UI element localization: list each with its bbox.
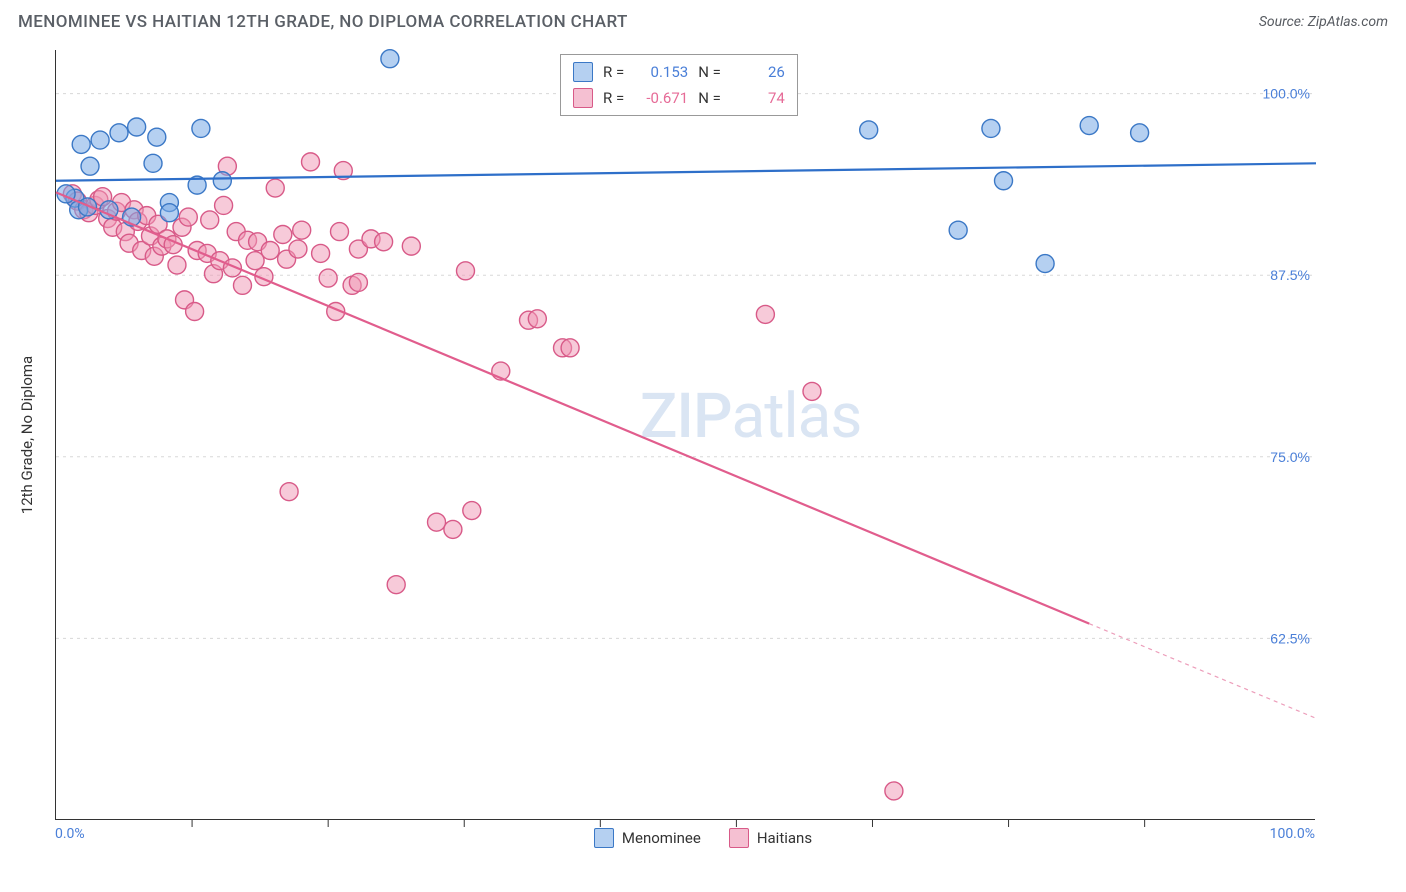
swatch-icon [573,88,593,108]
legend-label-2: Haitians [757,829,812,847]
svg-text:100.0%: 100.0% [1263,86,1310,102]
r-value: -0.671 [634,89,688,107]
n-label: N = [698,63,721,81]
svg-text:87.5%: 87.5% [1270,267,1310,283]
swatch-icon [573,62,593,82]
chart-plot-area: 62.5% 75.0% 87.5% 100.0% [55,50,1315,820]
r-value: 0.153 [634,63,688,81]
swatch-icon [594,828,614,848]
n-label: N = [698,89,721,107]
stats-legend-box: R = 0.153 N = 26 R = -0.671 N = 74 [560,54,798,116]
y-axis-label: 12th Grade, No Diploma [18,356,36,514]
r-label: R = [603,89,624,107]
n-value: 74 [731,89,785,107]
svg-text:62.5%: 62.5% [1270,630,1310,646]
bottom-legend: Menominee Haitians [0,828,1406,848]
swatch-icon [729,828,749,848]
source-label: Source: ZipAtlas.com [1259,14,1388,30]
chart-title: MENOMINEE VS HAITIAN 12TH GRADE, NO DIPL… [18,12,628,32]
n-value: 26 [731,63,785,81]
legend-label-1: Menominee [622,829,701,847]
r-label: R = [603,63,624,81]
svg-text:75.0%: 75.0% [1270,449,1310,465]
